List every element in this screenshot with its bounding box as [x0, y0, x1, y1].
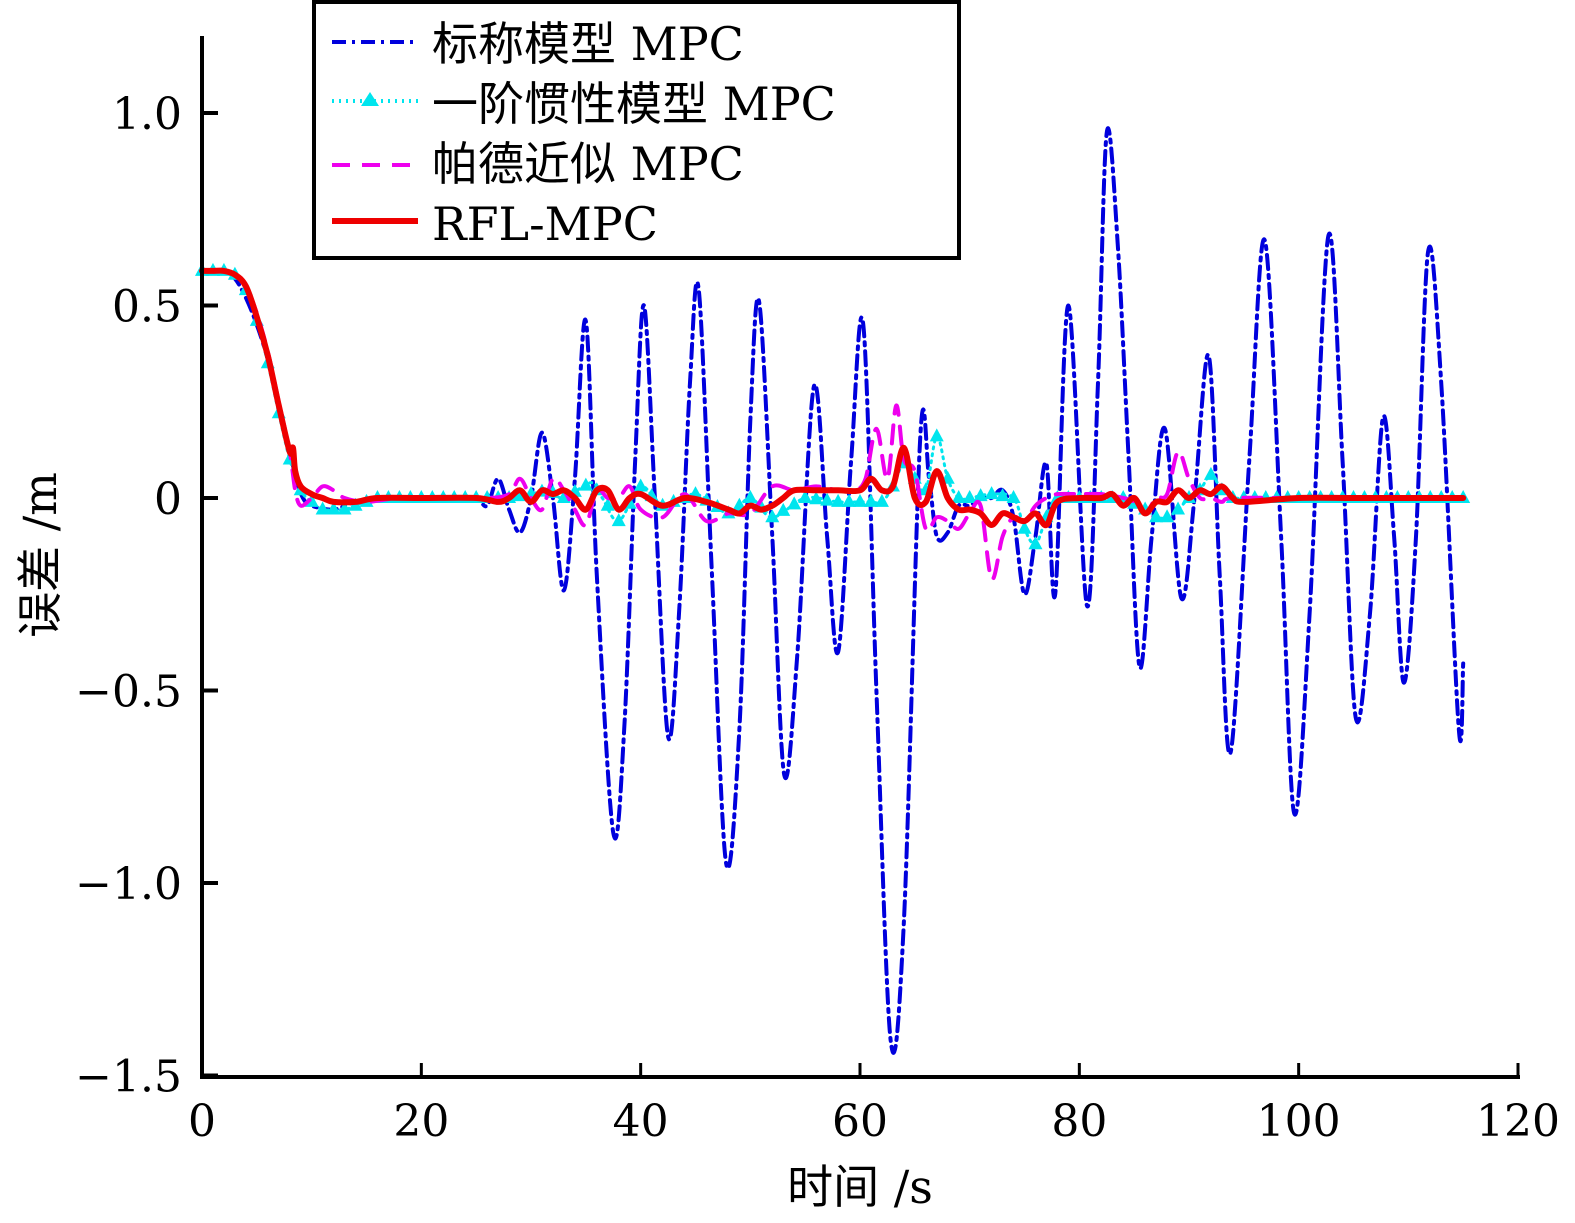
y-axis-label: 误差 /m [13, 472, 67, 638]
triangle-marker [765, 509, 780, 523]
triangle-marker [820, 492, 835, 506]
legend: 标称模型 MPC 一阶惯性模型 MPC 帕德近似 MPC RFL-MPC [312, 0, 961, 260]
legend-label-rfl: RFL-MPC [432, 197, 658, 251]
triangle-marker [995, 488, 1010, 502]
series-nominal-mpc-line [200, 126, 1466, 1055]
y-tick-label: 1.0 [112, 89, 182, 140]
axes: 1.0 0.5 0 −0.5 −1.0 −1.5 0 20 40 60 80 100 120 时间 /… [13, 36, 1560, 1214]
triangle-marker [1160, 509, 1175, 523]
triangle-marker [1006, 490, 1021, 503]
triangle-marker [831, 493, 846, 507]
series-rfl-mpc-line [199, 267, 1467, 529]
triangle-marker [1017, 520, 1032, 534]
x-tick-label: 0 [188, 1096, 216, 1147]
series-rfl-mpc [199, 267, 1467, 529]
x-tick-label: 40 [613, 1096, 669, 1147]
triangle-marker [1028, 536, 1043, 550]
legend-box [312, 0, 961, 260]
legend-entry-pade: 帕德近似 MPC [332, 137, 744, 191]
triangle-marker [1149, 509, 1164, 523]
triangle-marker [611, 513, 626, 527]
y-tick-label: −1.5 [75, 1052, 182, 1103]
legend-entry-nominal: 标称模型 MPC [332, 17, 744, 71]
x-tick-label: 80 [1051, 1096, 1107, 1147]
triangle-marker [600, 497, 615, 511]
triangle-marker [962, 490, 977, 503]
y-tick-label: 0 [154, 474, 182, 525]
triangle-marker [973, 488, 988, 502]
legend-label-nominal: 标称模型 MPC [432, 17, 744, 71]
x-tick-label: 20 [393, 1096, 449, 1147]
triangle-marker [1203, 466, 1218, 480]
triangle-marker [842, 493, 857, 507]
triangle-marker [743, 490, 758, 503]
y-tick-label: −0.5 [75, 667, 182, 718]
triangle-marker [874, 493, 889, 507]
series-nominal-mpc [200, 126, 1466, 1055]
series-layer [195, 126, 1471, 1055]
legend-entry-rfl: RFL-MPC [332, 197, 658, 251]
triangle-marker [929, 428, 944, 442]
x-tick-label: 100 [1257, 1096, 1341, 1147]
triangle-marker [326, 501, 341, 515]
triangle-marker [633, 478, 648, 492]
triangle-marker [787, 496, 802, 510]
x-ticks: 0 20 40 60 80 100 120 [188, 1063, 1560, 1147]
series-pade-mpc-line [200, 268, 1466, 581]
y-ticks: 1.0 0.5 0 −0.5 −1.0 −1.5 [75, 89, 218, 1103]
triangle-marker [315, 501, 330, 515]
series-first-order-mpc [195, 262, 1471, 550]
triangle-marker [776, 502, 791, 516]
triangle-marker [798, 490, 813, 503]
legend-entry-first-order: 一阶惯性模型 MPC [332, 77, 836, 131]
triangle-marker [809, 491, 824, 505]
y-tick-label: 0.5 [112, 282, 182, 333]
series-pade-mpc [200, 268, 1466, 581]
legend-triangle-marker [361, 92, 379, 106]
triangle-marker [863, 493, 878, 507]
triangle-marker [984, 486, 999, 500]
legend-label-first-order: 一阶惯性模型 MPC [432, 77, 836, 131]
triangle-marker [337, 501, 352, 515]
triangle-marker [853, 493, 867, 507]
legend-label-pade: 帕德近似 MPC [432, 137, 744, 191]
x-tick-label: 60 [832, 1096, 888, 1147]
x-tick-label: 120 [1476, 1096, 1560, 1147]
triangle-marker [951, 490, 966, 503]
x-axis-label: 时间 /s [787, 1160, 933, 1214]
y-tick-label: −1.0 [75, 859, 182, 910]
triangle-marker [1171, 501, 1186, 515]
triangle-marker [578, 477, 593, 491]
